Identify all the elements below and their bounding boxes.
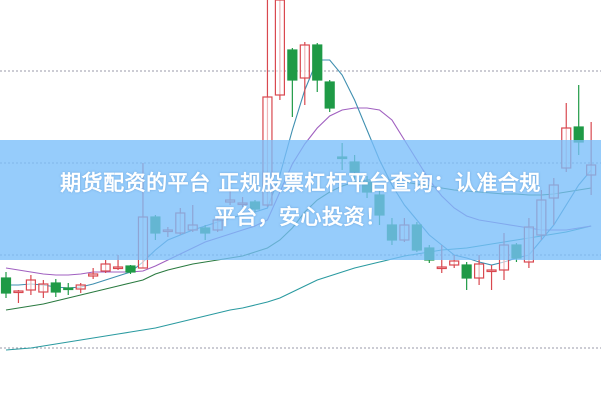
candle-body <box>436 266 447 270</box>
ma5-line <box>6 59 592 289</box>
candle-body <box>461 264 472 279</box>
candle-body <box>0 277 12 294</box>
candle-body <box>125 265 136 273</box>
candle-body <box>312 44 323 81</box>
candle-body <box>38 283 49 293</box>
candle-body <box>75 284 86 290</box>
candle-body <box>112 266 124 270</box>
candle-body <box>324 81 335 109</box>
candle-body <box>287 49 298 81</box>
banner-title-line2: 平台，安心投资！ <box>214 205 387 229</box>
candle-body <box>299 44 310 79</box>
banner-title-line1: 期货配资的平台 正规股票杠杆平台查询：认准合规 <box>60 171 541 195</box>
candle-body <box>50 282 61 293</box>
candle-body <box>449 260 460 266</box>
title-banner <box>0 140 601 260</box>
candle-body <box>486 269 497 273</box>
candle-body <box>13 290 24 294</box>
candle-body <box>63 287 74 291</box>
candle-body <box>100 263 111 272</box>
banner-title: 期货配资的平台 正规股票杠杆平台查询：认准合规 平台，安心投资！ <box>0 166 601 234</box>
candle-body <box>474 263 485 279</box>
candle-body <box>25 279 36 291</box>
candle-body <box>274 0 285 96</box>
candle-body <box>88 273 99 277</box>
